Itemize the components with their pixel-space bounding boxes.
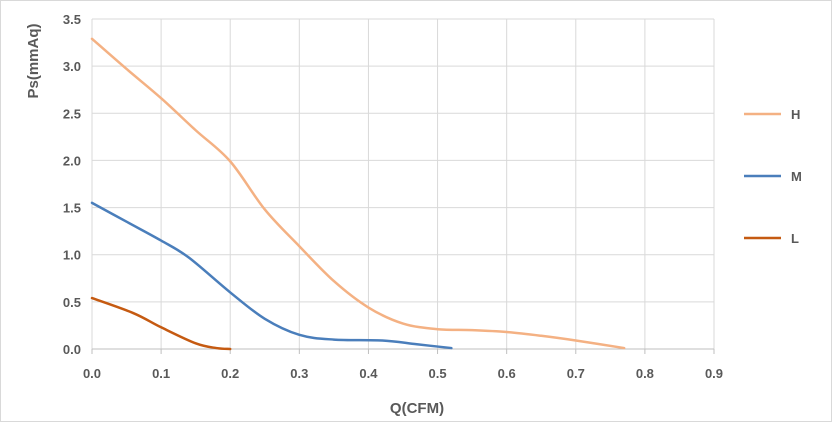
y-tick-label: 0.5 bbox=[63, 295, 81, 310]
legend-label-m: M bbox=[791, 169, 802, 184]
series-line-m bbox=[90, 201, 453, 350]
x-tick-label: 0.8 bbox=[636, 366, 654, 381]
y-axis-title: Ps(mmAq) bbox=[25, 23, 42, 98]
y-tick-label: 3.5 bbox=[63, 12, 81, 27]
y-tick-label: 2.5 bbox=[63, 106, 81, 121]
y-tick-label: 3.0 bbox=[63, 59, 81, 74]
y-tick-label: 1.5 bbox=[63, 201, 81, 216]
x-tick-label: 0.0 bbox=[83, 366, 101, 381]
legend: H M L bbox=[744, 107, 802, 246]
x-tick-label: 0.5 bbox=[429, 366, 447, 381]
x-tick-label: 0.1 bbox=[152, 366, 170, 381]
y-tick-label: 1.0 bbox=[63, 248, 81, 263]
tick-labels: 0.0 0.5 1.0 1.5 2.0 2.5 3.0 3.5 0.0 0.1 0.2 0.3 0.4 0… bbox=[63, 12, 723, 381]
series-line-h bbox=[90, 37, 626, 350]
y-tick-label: 2.0 bbox=[63, 153, 81, 168]
x-axis-title: Q(CFM) bbox=[390, 400, 444, 417]
series-lines bbox=[90, 37, 626, 351]
x-tick-label: 0.9 bbox=[705, 366, 723, 381]
legend-label-l: L bbox=[791, 231, 799, 246]
x-tick-label: 0.2 bbox=[221, 366, 239, 381]
legend-label-h: H bbox=[791, 107, 800, 122]
x-tick-label: 0.6 bbox=[498, 366, 516, 381]
x-tick-label: 0.7 bbox=[567, 366, 585, 381]
x-tick-label: 0.3 bbox=[290, 366, 308, 381]
y-tick-label: 0.0 bbox=[63, 342, 81, 357]
gridlines bbox=[91, 18, 715, 349]
series-line-l bbox=[90, 296, 232, 351]
x-tick-label: 0.4 bbox=[359, 366, 378, 381]
axes bbox=[91, 348, 715, 354]
